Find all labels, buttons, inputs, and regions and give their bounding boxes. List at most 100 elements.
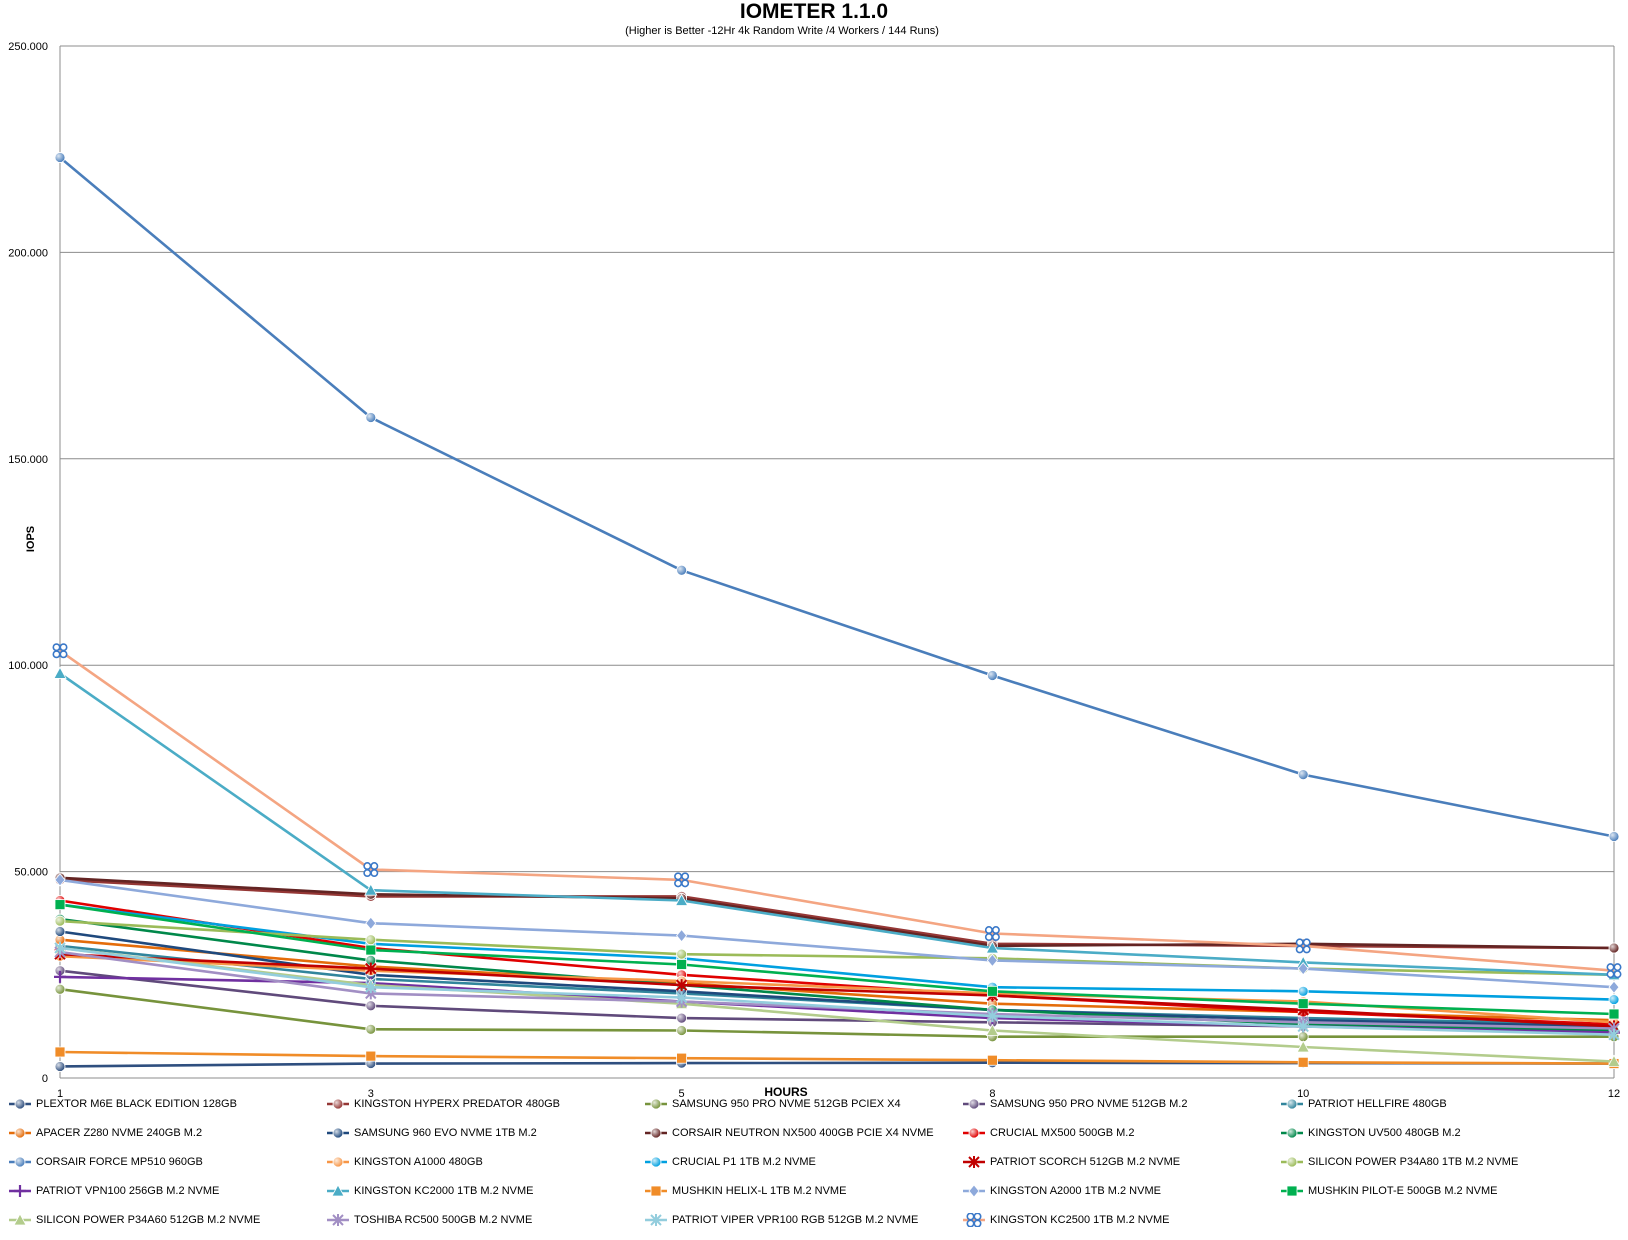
data-point [365, 1023, 377, 1035]
legend-item: CORSAIR NEUTRON NX500 400GB PCIE X4 NVME [644, 1123, 934, 1143]
data-point [986, 1010, 999, 1023]
legend-label: CORSAIR NEUTRON NX500 400GB PCIE X4 NVME [672, 1127, 934, 1139]
legend-item: PATRIOT VPN100 256GB M.2 NVME [8, 1181, 219, 1201]
data-point [53, 666, 67, 679]
data-point [365, 916, 377, 930]
data-point [966, 1213, 982, 1227]
series-line [59, 876, 1615, 950]
legend-label: TOSHIBA RC500 500GB M.2 NVME [354, 1214, 533, 1226]
legend-swatch [645, 1214, 667, 1226]
legend-swatch [963, 1127, 985, 1139]
line-chart: 0 50.000 100.000 150.000 200.000 250.000 1 3 5 8 1… [8, 41, 1622, 1100]
legend-item: PATRIOT VIPER VPR100 RGB 512GB M.2 NVME [644, 1210, 918, 1230]
y-tick-label: 200.000 [8, 247, 48, 259]
data-point [650, 1098, 662, 1110]
x-tick-label: 3 [368, 1088, 374, 1100]
legend-item: APACER Z280 NVME 240GB M.2 [8, 1123, 202, 1143]
data-point [365, 954, 377, 966]
data-point [1297, 1056, 1309, 1068]
data-point [968, 1127, 980, 1139]
data-point [674, 872, 690, 888]
y-tick-label: 150.000 [8, 454, 48, 466]
x-tick-label: 12 [1608, 1088, 1620, 1100]
data-point [985, 1023, 1000, 1036]
series-line [59, 1050, 1615, 1065]
y-tick-label: 50.000 [14, 867, 48, 879]
data-point [650, 1185, 662, 1197]
legend-label: KINGSTON A2000 1TB M.2 NVME [990, 1185, 1161, 1197]
series-line [59, 946, 1615, 1036]
series-line [59, 917, 1615, 1032]
legend-label: SILICON POWER P34A80 1TB M.2 NVME [1308, 1156, 1519, 1168]
legend-item: MUSHKIN PILOT-E 500GB M.2 NVME [1280, 1181, 1498, 1201]
data-point [968, 1098, 980, 1110]
data-point [676, 564, 687, 576]
legend-label: PLEXTOR M6E BLACK EDITION 128GB [36, 1098, 237, 1110]
legend-label: PATRIOT HELLFIRE 480GB [1308, 1098, 1447, 1110]
legend-item: PATRIOT HELLFIRE 480GB [1280, 1094, 1447, 1114]
legend-item: MUSHKIN HELIX-L 1TB M.2 NVME [644, 1181, 846, 1201]
data-point [1297, 985, 1309, 997]
data-point [674, 893, 689, 906]
series-line [59, 919, 1615, 977]
data-point [363, 862, 379, 878]
legend-item: SILICON POWER P34A80 1TB M.2 NVME [1280, 1152, 1518, 1172]
legend-item: KINGSTON KC2500 1TB M.2 NVME [962, 1210, 1170, 1230]
legend-label: MUSHKIN HELIX-L 1TB M.2 NVME [672, 1185, 847, 1197]
data-point [54, 970, 66, 983]
data-point [54, 1061, 66, 1072]
data-point [54, 152, 66, 163]
data-point [14, 1156, 26, 1168]
data-point [54, 926, 66, 937]
data-point [1608, 1008, 1620, 1020]
data-point [1286, 1127, 1298, 1139]
legend-item: KINGSTON A1000 480GB [326, 1152, 483, 1172]
data-point [1608, 1028, 1620, 1041]
data-point [14, 1098, 26, 1110]
legend-item: KINGSTON KC2000 1TB M.2 NVME [326, 1181, 534, 1201]
data-point [650, 1127, 662, 1139]
legend-swatch [9, 1156, 31, 1168]
legend-swatch [327, 1156, 349, 1168]
y-tick-label: 100.000 [8, 660, 48, 672]
data-point [1297, 1020, 1309, 1033]
x-tick-label: 10 [1297, 1088, 1309, 1100]
legend-label: KINGSTON HYPERX PREDATOR 480GB [354, 1098, 561, 1110]
data-point [675, 991, 688, 1004]
data-point [1608, 980, 1620, 994]
x-axis-label: HOURS [764, 1085, 807, 1099]
series-line [59, 952, 1615, 1028]
series [52, 643, 1622, 979]
data-point [365, 962, 377, 975]
series-line [59, 946, 1615, 1063]
data-point [676, 1025, 687, 1036]
legend-swatch [9, 1213, 31, 1226]
legend-label: CORSAIR FORCE MP510 960GB [36, 1156, 203, 1168]
legend-label: PATRIOT SCORCH 512GB M.2 NVME [990, 1156, 1181, 1168]
series [54, 899, 1620, 1020]
series-line [59, 899, 1615, 1026]
series-line [59, 878, 1615, 950]
legend-item: PLEXTOR M6E BLACK EDITION 128GB [8, 1094, 237, 1114]
data-point [365, 412, 377, 423]
data-point [984, 926, 1000, 942]
data-point [1607, 1054, 1621, 1067]
data-point [968, 1156, 980, 1168]
legend-item: KINGSTON HYPERX PREDATOR 480GB [326, 1094, 560, 1114]
legend-swatch [1281, 1098, 1303, 1110]
legend-swatch [9, 1127, 31, 1139]
legend-swatch [9, 1185, 31, 1197]
legend-swatch [963, 1184, 985, 1198]
data-point [54, 1046, 66, 1058]
data-point [987, 985, 998, 997]
legend-swatch [1281, 1156, 1303, 1168]
data-point [1297, 769, 1309, 780]
legend-swatch [327, 1214, 349, 1226]
y-axis-label: IOPS [25, 526, 37, 552]
legend-item: CRUCIAL MX500 500GB M.2 [962, 1123, 1134, 1143]
series-line [59, 649, 1615, 972]
series [54, 941, 1620, 1041]
data-point [676, 948, 687, 960]
legend-swatch [963, 1156, 985, 1168]
data-point [1608, 831, 1620, 842]
